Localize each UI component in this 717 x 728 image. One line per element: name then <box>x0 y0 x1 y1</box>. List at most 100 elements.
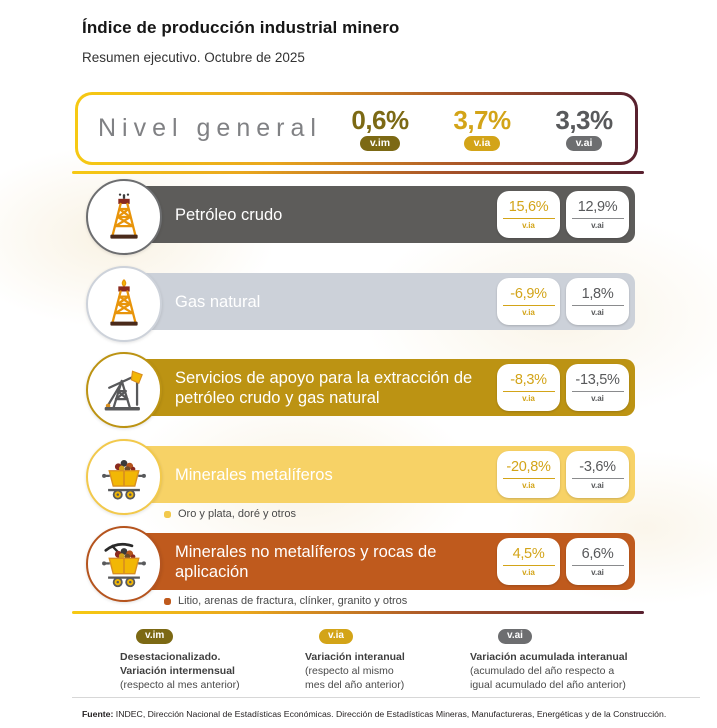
source-note: Fuente: INDEC, Dirección Nacional de Est… <box>82 709 710 720</box>
nivel-general-metrics: 0,6% v.im 3,7% v.ia 3,3% v.ai <box>343 107 635 151</box>
via-legend-badge: v.ia <box>319 628 353 644</box>
sector-icon-circle <box>86 266 162 342</box>
sector-row-minerales-no-metaliferos: Minerales no metalíferos y rocas de apli… <box>72 526 639 613</box>
via-pill-value: 4,5% <box>512 545 545 562</box>
legend-text: Variación intermensual <box>120 664 235 677</box>
mine-cart-pickaxe-icon <box>102 542 146 588</box>
via-pill: -20,8% v.ia <box>497 451 560 498</box>
via-pill-label: v.ia <box>522 221 535 231</box>
vai-pill-value: 1,8% <box>581 285 614 302</box>
sector-icon-circle <box>86 439 162 515</box>
via-pill-rule <box>502 304 555 307</box>
mine-cart-icon <box>102 459 146 500</box>
via-pill-value: -8,3% <box>510 371 547 388</box>
vim-badge: v.im <box>359 135 401 151</box>
source-text: INDEC, Dirección Nacional de Estadística… <box>113 709 667 719</box>
via-pill-label: v.ia <box>522 481 535 491</box>
via-pill: 15,6% v.ia <box>497 191 560 238</box>
vai-pill: 12,9% v.ai <box>566 191 629 238</box>
footnote-bullet-icon <box>164 597 171 605</box>
vai-pill-value: 12,9% <box>577 198 618 215</box>
gas-derrick-icon <box>110 279 138 326</box>
gradient-divider-bottom <box>72 611 644 614</box>
legend-vim: v.im Desestacionalizado. Variación inter… <box>120 625 300 692</box>
vai-pill-rule <box>571 217 624 220</box>
via-pill: -6,9% v.ia <box>497 278 560 325</box>
sector-bar: Minerales metalíferos -20,8% v.ia -3,6% … <box>122 446 635 503</box>
sector-bar: Gas natural -6,9% v.ia 1,8% v.ai <box>122 273 635 330</box>
via-pill-label: v.ia <box>522 568 535 578</box>
metric-vai: 3,3% v.ai <box>547 107 621 151</box>
via-pill-value: -20,8% <box>506 458 551 475</box>
vai-value: 3,3% <box>555 104 613 135</box>
vai-pill-rule <box>571 304 624 307</box>
sector-footnote: Oro y plata, doré y otros <box>164 508 296 520</box>
vai-badge: v.ai <box>565 135 603 151</box>
sector-bar: Petróleo crudo 15,6% v.ia 12,9% v.ai <box>122 186 635 243</box>
vai-pill: -13,5% v.ai <box>566 364 629 411</box>
sector-label: Minerales metalíferos <box>175 465 333 484</box>
legend-text: mes del año anterior) <box>305 678 405 691</box>
sector-label: Petróleo crudo <box>175 205 283 224</box>
footnote-text: Oro y plata, doré y otros <box>178 508 296 520</box>
footer-divider <box>72 697 700 698</box>
via-pill: 4,5% v.ia <box>497 538 560 585</box>
vai-pill-value: 6,6% <box>581 545 614 562</box>
sector-label: Servicios de apoyo para la extracción de… <box>175 368 473 407</box>
page-subtitle: Resumen ejecutivo. Octubre de 2025 <box>82 50 305 65</box>
via-pill: -8,3% v.ia <box>497 364 560 411</box>
via-pill-label: v.ia <box>522 308 535 318</box>
vim-legend-badge: v.im <box>136 628 174 644</box>
via-pill-rule <box>502 564 555 567</box>
pumpjack-icon <box>104 370 143 411</box>
sector-row-petroleo-crudo: Petróleo crudo 15,6% v.ia 12,9% v.ai <box>72 179 639 266</box>
vai-pill-value: -13,5% <box>575 371 620 388</box>
vai-pill-label: v.ai <box>591 221 604 231</box>
metric-vim: 0,6% v.im <box>343 107 417 151</box>
nivel-general-box: Nivel general 0,6% v.im 3,7% v.ia 3,3% v… <box>75 92 638 165</box>
via-pill-value: -6,9% <box>510 285 547 302</box>
legend-text: Variación interanual <box>305 650 405 663</box>
via-value: 3,7% <box>453 104 511 135</box>
sector-label: Minerales no metalíferos y rocas de apli… <box>175 542 437 581</box>
sector-row-servicios-apoyo: Servicios de apoyo para la extracción de… <box>72 352 639 439</box>
page-title: Índice de producción industrial minero <box>82 18 400 37</box>
vai-pill: 6,6% v.ai <box>566 538 629 585</box>
vai-pill: -3,6% v.ai <box>566 451 629 498</box>
legend-text: (acumulado del año respecto a <box>470 664 615 677</box>
vai-pill-rule <box>571 477 624 480</box>
vai-legend-badge: v.ai <box>498 628 532 644</box>
nivel-general-label: Nivel general <box>98 114 322 142</box>
legend-text: Desestacionalizado. <box>120 650 221 663</box>
via-pill-label: v.ia <box>522 394 535 404</box>
vim-value: 0,6% <box>351 104 409 135</box>
legend-text: Variación acumulada interanual <box>470 650 628 663</box>
footnote-bullet-icon <box>164 510 171 518</box>
metric-via: 3,7% v.ia <box>445 107 519 151</box>
legend-text: igual acumulado del año anterior) <box>470 678 626 691</box>
sector-icon-circle <box>86 179 162 255</box>
sector-bar: Servicios de apoyo para la extracción de… <box>122 359 635 416</box>
sector-row-gas-natural: Gas natural -6,9% v.ia 1,8% v.ai <box>72 266 639 353</box>
via-pill-rule <box>502 217 555 220</box>
vai-pill-label: v.ai <box>591 481 604 491</box>
oil-derrick-icon <box>110 193 138 239</box>
sector-icon-circle <box>86 526 162 602</box>
legend-text: (respecto al mes anterior) <box>120 678 240 691</box>
via-badge: v.ia <box>463 135 501 151</box>
vai-pill-label: v.ai <box>591 308 604 318</box>
via-pill-rule <box>502 390 555 393</box>
sector-label: Gas natural <box>175 292 261 311</box>
sector-footnote: Litio, arenas de fractura, clínker, gran… <box>164 595 407 607</box>
legend-via: v.ia Variación interanual (respecto al m… <box>305 625 485 692</box>
sector-icon-circle <box>86 352 162 428</box>
vai-pill-rule <box>571 390 624 393</box>
gradient-divider-top <box>72 171 644 174</box>
source-label: Fuente: <box>82 709 114 719</box>
via-pill-value: 15,6% <box>508 198 549 215</box>
via-pill-rule <box>502 477 555 480</box>
sector-bar: Minerales no metalíferos y rocas de apli… <box>122 533 635 590</box>
sector-row-minerales-metaliferos: Minerales metalíferos -20,8% v.ia -3,6% … <box>72 439 639 526</box>
vai-pill: 1,8% v.ai <box>566 278 629 325</box>
